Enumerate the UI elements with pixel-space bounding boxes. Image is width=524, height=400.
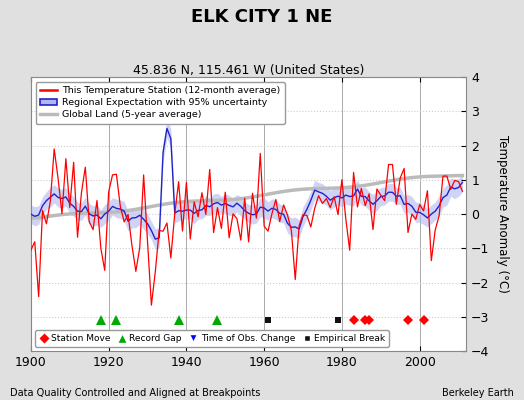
Legend: Station Move, Record Gap, Time of Obs. Change, Empirical Break: Station Move, Record Gap, Time of Obs. C… <box>36 330 389 347</box>
Text: ELK CITY 1 NE: ELK CITY 1 NE <box>191 8 333 26</box>
Y-axis label: Temperature Anomaly (°C): Temperature Anomaly (°C) <box>496 135 509 293</box>
Title: 45.836 N, 115.461 W (United States): 45.836 N, 115.461 W (United States) <box>133 64 364 77</box>
Text: Berkeley Earth: Berkeley Earth <box>442 388 514 398</box>
Text: Data Quality Controlled and Aligned at Breakpoints: Data Quality Controlled and Aligned at B… <box>10 388 261 398</box>
